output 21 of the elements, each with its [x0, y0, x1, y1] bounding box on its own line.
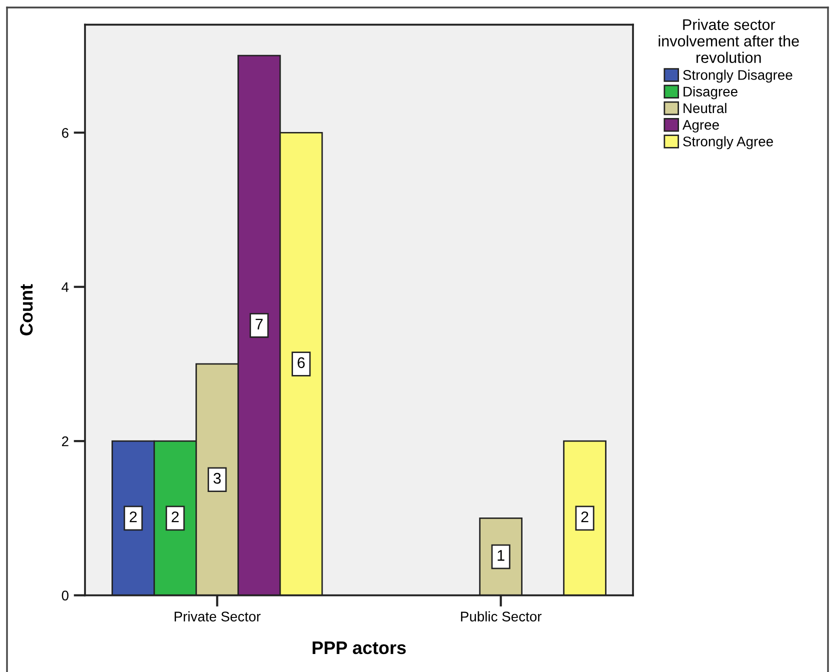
- data-label: 2: [581, 511, 588, 522]
- y-tick-label: 2: [62, 436, 68, 446]
- data-label: 7: [256, 318, 263, 330]
- y-tick-label: 4: [62, 282, 69, 292]
- legend-label: Strongly Agree: [683, 136, 773, 150]
- legend-label: Disagree: [684, 86, 738, 100]
- y-tick-label: 6: [62, 128, 68, 138]
- x-tick-label: Public Sector: [461, 611, 542, 622]
- data-label: 3: [214, 472, 221, 484]
- data-label: 1: [498, 550, 504, 561]
- x-tick-label: Private Sector: [174, 611, 261, 622]
- legend-label: Strongly Disagree: [683, 70, 792, 83]
- data-label: 2: [172, 511, 179, 522]
- y-axis-title: Count: [20, 284, 33, 336]
- x-axis-title: PPP actors: [312, 642, 406, 654]
- legend-title: Private sector involvement after the revolution: [658, 18, 799, 63]
- legend-label: Agree: [682, 120, 719, 133]
- data-label: 2: [130, 511, 137, 522]
- y-tick-label: 0: [62, 590, 68, 600]
- legend-label: Neutral: [684, 102, 726, 114]
- data-label: 6: [298, 357, 305, 368]
